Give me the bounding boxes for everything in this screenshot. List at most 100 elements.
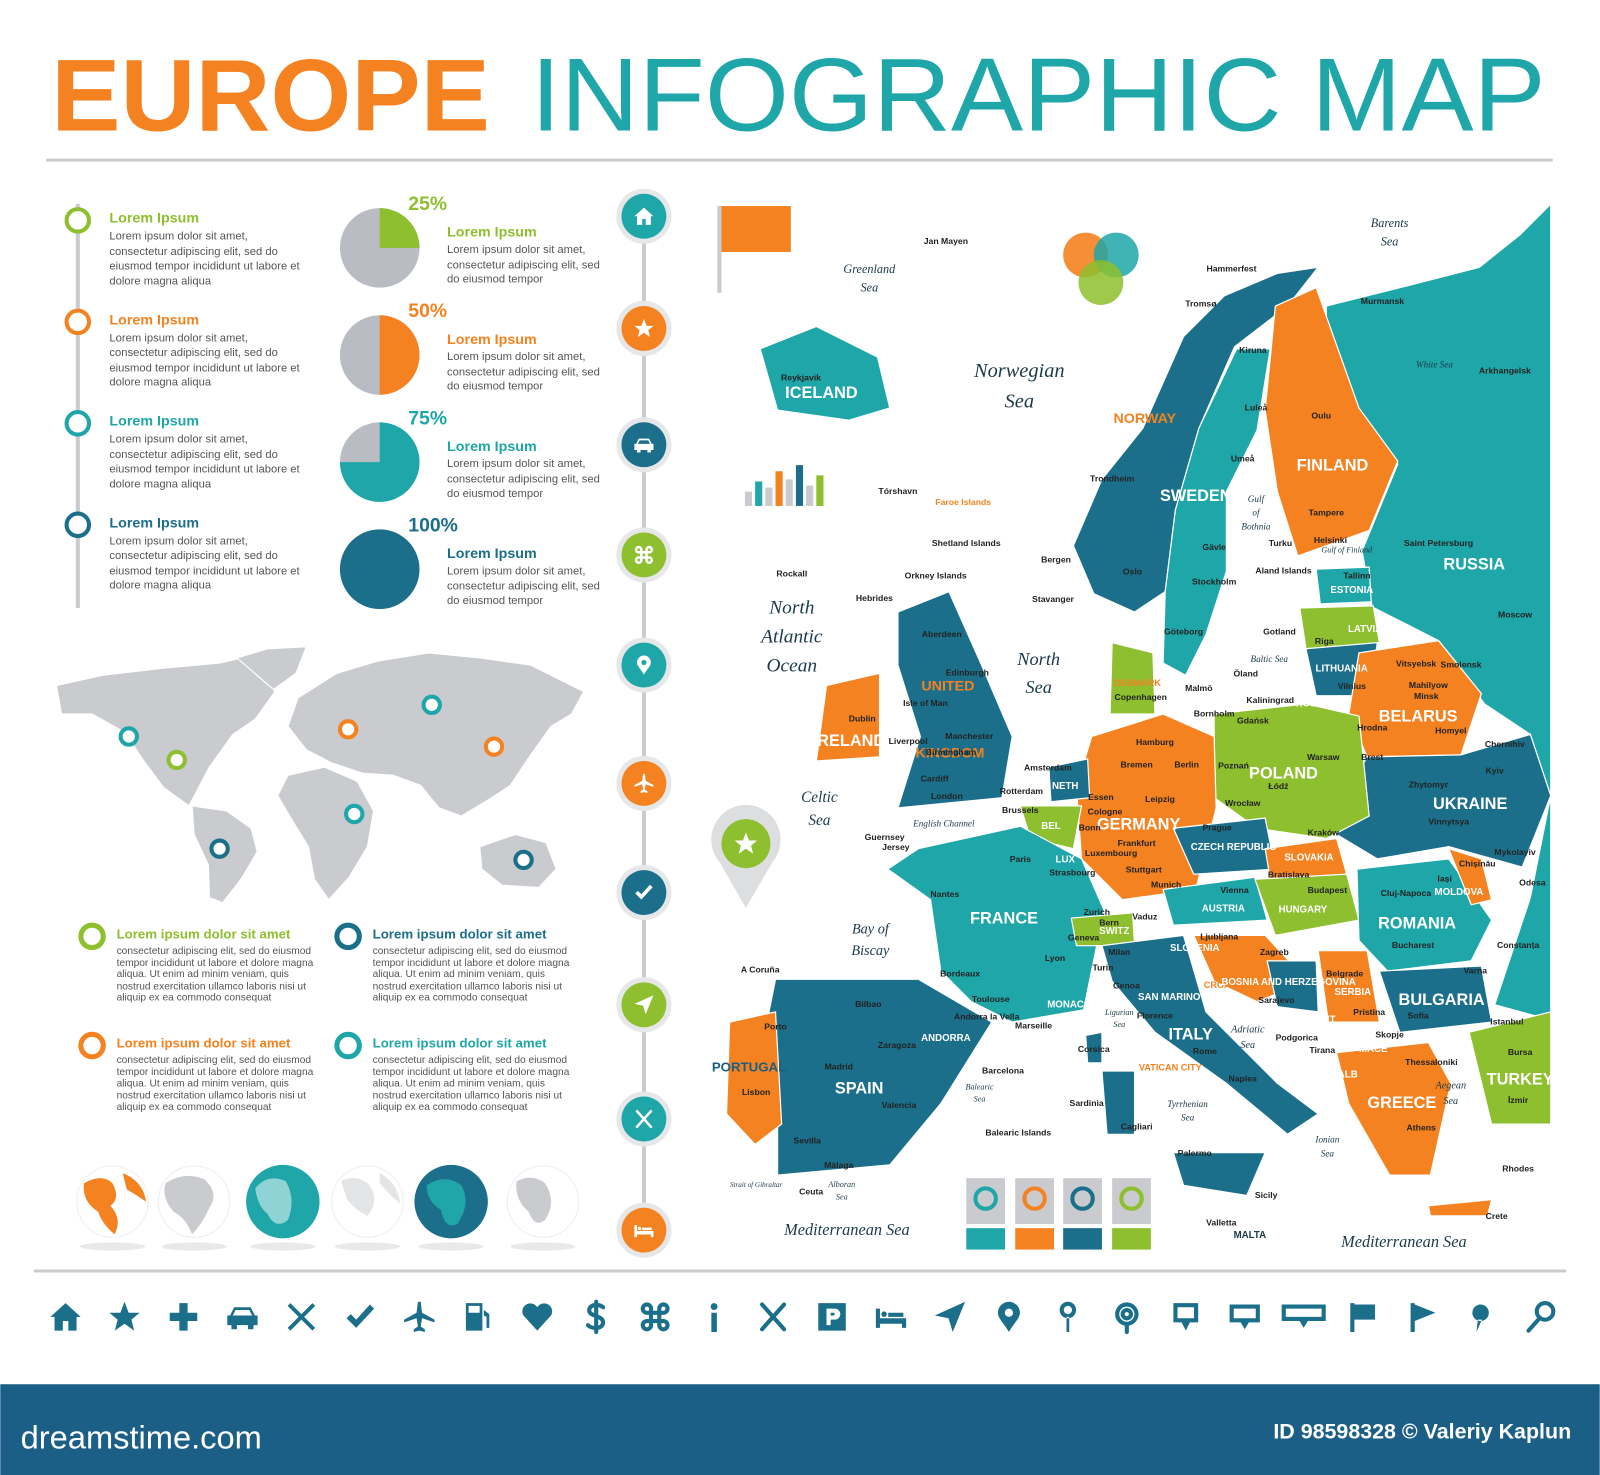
city-label: Genoa — [1113, 981, 1140, 991]
pie-item-text-box: Lorem ipsum dolor sit amet, consectetur … — [447, 244, 600, 286]
icon — [227, 1307, 258, 1330]
city-label: Essen — [1088, 792, 1114, 802]
country — [1101, 934, 1320, 1136]
country — [1356, 858, 1493, 972]
city-label: Mykolayiv — [1494, 847, 1536, 857]
note-title: Lorem ipsum dolor sit amet — [372, 1035, 547, 1051]
pie-value-label: 100% — [408, 514, 458, 536]
step-title-box: Lorem Ipsum — [109, 209, 200, 226]
country-label: FRANCE — [970, 909, 1038, 927]
city-label: Bremen — [1121, 759, 1153, 769]
continent — [235, 646, 308, 691]
city-label: Homyel — [1435, 726, 1466, 736]
step-text-box: Lorem ipsum dolor sit amet, consectetur … — [109, 535, 300, 592]
city-label: Hrodna — [1357, 723, 1387, 733]
icon-circle — [621, 642, 667, 688]
city-label: Valencia — [882, 1100, 917, 1110]
country — [1468, 1011, 1552, 1125]
city-label: Cagliari — [1121, 1121, 1153, 1131]
sea-label: Gulf — [1248, 494, 1266, 504]
icon — [1281, 1304, 1326, 1328]
city-label: Palermo — [1178, 1148, 1212, 1158]
step-ring — [64, 511, 92, 539]
city-label: Minsk — [1414, 691, 1439, 701]
sea-label: Ligurian — [1104, 1008, 1134, 1017]
city-label: Bilbao — [855, 999, 881, 1009]
note-title-box: Lorem ipsum dolor sit amet — [373, 926, 547, 941]
city-label: Trondheim — [1090, 474, 1135, 484]
city-label: Geneva — [1068, 933, 1099, 943]
city-label: Guernsey — [865, 832, 905, 842]
country-label: MONACO — [1047, 999, 1092, 1010]
step-text: Lorem ipsum dolor sit amet, consectetur … — [109, 535, 300, 592]
sea-label: Atlantic — [759, 626, 823, 647]
sea-label: Sea — [1321, 1148, 1335, 1158]
country — [1048, 758, 1091, 803]
city-label: Vilnius — [1338, 681, 1366, 691]
country-label: POLAND — [1249, 765, 1318, 783]
country-label: TURKEY — [1487, 1071, 1554, 1089]
legend-box — [1112, 1178, 1151, 1225]
country — [1162, 876, 1268, 926]
city-label: Tirana — [1309, 1045, 1335, 1055]
sea-label: Sea — [974, 1094, 986, 1103]
world-pin — [209, 838, 230, 859]
icon — [635, 1109, 653, 1129]
city-label: Umeå — [1231, 453, 1255, 463]
country — [897, 590, 1013, 809]
icon — [1115, 1302, 1139, 1335]
city-label: Andorra la Vella — [954, 1011, 1020, 1021]
city-label: Budapest — [1308, 885, 1348, 895]
icon — [109, 1301, 140, 1331]
city-label: A Coruña — [741, 964, 780, 974]
city-label: Helsinki — [1314, 535, 1347, 545]
country-label: SAN MARINO — [1138, 992, 1201, 1003]
step-title: Lorem Ipsum — [109, 513, 200, 530]
city-label: Leipzig — [1145, 794, 1175, 804]
country-label: SERBIA — [1335, 987, 1372, 998]
city-label: Moscow — [1498, 609, 1532, 619]
city-label: Arkhangelsk — [1479, 366, 1531, 376]
city-label: Odesa — [1519, 878, 1546, 888]
icon — [1526, 1301, 1556, 1333]
city-label: Hebrides — [856, 593, 893, 603]
country-label: VATICAN CITY — [1139, 1062, 1202, 1072]
sea-label: Greenland — [843, 262, 896, 276]
city-label: Pristina — [1353, 1007, 1385, 1017]
note-title-box: Lorem ipsum dolor sit amet — [117, 926, 291, 941]
city-label: Bergen — [1041, 554, 1071, 564]
legend-box — [966, 1178, 1006, 1225]
city-label: Manchester — [945, 731, 994, 741]
bar-icon-bar — [816, 475, 824, 506]
city-label: Barcelona — [982, 1065, 1024, 1075]
sea-label: Sea — [1005, 391, 1034, 413]
icon — [759, 1302, 787, 1332]
icon — [634, 318, 654, 338]
city-label: Faroe Islands — [935, 497, 991, 507]
country-label: BEL — [1041, 821, 1060, 832]
country-label: FINLAND — [1297, 456, 1369, 474]
city-label: Lyon — [1045, 953, 1065, 963]
country — [1299, 605, 1381, 650]
world-pin — [118, 726, 140, 747]
note-text: consectetur adipiscing elit, sed do eius… — [372, 945, 570, 1004]
country-label: GREECE — [1367, 1094, 1436, 1112]
country — [1378, 965, 1493, 1033]
city-label: Valletta — [1206, 1217, 1236, 1227]
city-label: Poznań — [1218, 760, 1249, 770]
country-label: ROMANIA — [1378, 914, 1456, 932]
sea-label: Ocean — [767, 656, 818, 677]
city-label: Istanbul — [1490, 1016, 1523, 1026]
city-label: Hamburg — [1136, 737, 1174, 747]
city-label: Oslo — [1123, 567, 1142, 577]
icon — [818, 1303, 846, 1331]
country-label: DENMARK — [1114, 678, 1161, 688]
legend-box — [1112, 1228, 1151, 1250]
city-label: Vienna — [1220, 885, 1248, 895]
note-ring — [78, 1031, 106, 1060]
flag-pole — [717, 206, 722, 293]
city-label: Amsterdam — [1024, 762, 1072, 772]
world-pin — [513, 849, 534, 871]
footer-site: dreamstime.com — [21, 1418, 262, 1455]
step-title: Lorem Ipsum — [109, 209, 200, 226]
